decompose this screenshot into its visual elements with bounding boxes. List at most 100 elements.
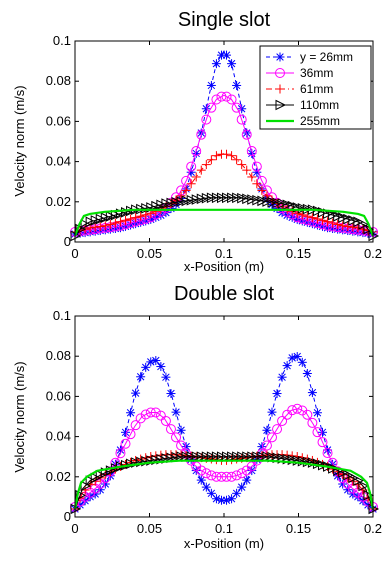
data-point: [85, 475, 97, 486]
legend-label: 255mm: [300, 114, 340, 128]
data-point: [222, 451, 233, 463]
data-point: [237, 482, 247, 492]
data-point: [176, 451, 188, 463]
data-point: [282, 361, 292, 371]
data-point: [186, 179, 196, 189]
data-point: [126, 408, 136, 418]
axis-ticks: 0 0.05 0.1 0.15 0.2 0 0.02 0.04 0.06 0.08 0.1: [46, 33, 382, 261]
y-tick-label: 0.1: [53, 33, 71, 48]
data-point: [211, 471, 222, 482]
data-point: [191, 148, 201, 158]
series-line: [74, 407, 374, 508]
data-point: [237, 192, 248, 204]
data-point: [247, 172, 257, 182]
series-line: [74, 355, 374, 510]
data-point: [206, 488, 216, 498]
x-tick-label: 0.05: [137, 246, 162, 261]
data-point: [242, 165, 252, 175]
data-point: [322, 448, 333, 459]
data-point: [171, 451, 183, 463]
data-point: [272, 424, 283, 435]
data-point: [155, 410, 166, 421]
data-point: [95, 213, 107, 225]
data-point: [90, 472, 102, 484]
y-axis-label: Velocity norm (m/s): [12, 361, 27, 472]
y-tick-label: 0.08: [46, 348, 71, 363]
data-point: [317, 215, 327, 225]
legend-label: 36mm: [300, 66, 333, 80]
data-point: [272, 389, 282, 399]
data-point: [358, 480, 370, 492]
legend: y = 26mm 36mm 61mm 110mm 255mm: [259, 45, 372, 130]
data-point: [297, 210, 307, 220]
data-point: [191, 194, 203, 205]
data-point: [353, 216, 364, 228]
data-point: [201, 482, 211, 492]
data-point: [247, 194, 258, 205]
legend-item: 110mm: [266, 98, 339, 112]
data-point: [181, 195, 193, 207]
data-point: [307, 213, 317, 223]
data-point: [236, 114, 247, 125]
data-point: [256, 175, 267, 186]
data-point: [232, 192, 243, 204]
data-point: [151, 200, 162, 212]
data-point: [227, 451, 238, 463]
data-point: [272, 197, 284, 209]
x-tick-label: 0: [71, 521, 78, 536]
data-point: [227, 59, 237, 69]
data-point: [343, 469, 354, 481]
x-tick-label: 0.15: [286, 521, 311, 536]
data-point: [171, 432, 182, 443]
data-point: [135, 413, 146, 424]
data-point: [242, 193, 253, 205]
data-point: [226, 471, 237, 482]
data-point: [333, 211, 344, 222]
data-point: [121, 459, 132, 471]
data-point: [186, 167, 196, 177]
data-point: [85, 216, 97, 228]
data-point: [160, 415, 171, 426]
data-point: [201, 468, 212, 479]
data-point: [140, 409, 151, 420]
data-point: [216, 91, 227, 102]
data-point: [328, 209, 339, 221]
data-point: [131, 388, 141, 398]
x-tick-label: 0.1: [215, 521, 233, 536]
data-point: [247, 451, 258, 463]
data-point: [232, 80, 242, 90]
data-point: [131, 213, 141, 223]
series-5: [73, 208, 375, 237]
axis-ticks: 0 0.05 0.1 0.15 0.2 0 0.02 0.04 0.06 0.08 0.1: [46, 308, 382, 536]
x-tick-label: 0.1: [215, 246, 233, 261]
data-point: [176, 196, 188, 207]
data-point: [292, 352, 302, 362]
data-point: [181, 185, 191, 195]
data-point: [353, 475, 364, 486]
legend-label: 110mm: [300, 98, 339, 112]
series-layer: [70, 50, 380, 242]
legend-label: 61mm: [300, 82, 333, 96]
y-tick-label: 0.04: [46, 429, 71, 444]
data-point: [110, 218, 120, 228]
data-point: [150, 407, 161, 418]
data-point: [338, 221, 348, 231]
data-point: [328, 463, 339, 474]
data-point: [287, 200, 299, 212]
data-point: [275, 52, 285, 62]
data-point: [358, 219, 370, 230]
data-point: [165, 424, 176, 435]
data-point: [186, 161, 197, 172]
data-point: [95, 222, 105, 232]
data-point: [186, 451, 198, 463]
series-layer: [70, 352, 380, 515]
data-point: [221, 91, 232, 102]
data-point: [236, 468, 247, 479]
data-point: [196, 451, 208, 463]
data-point: [171, 407, 181, 417]
data-point: [211, 59, 221, 69]
data-point: [201, 114, 212, 125]
data-point: [105, 211, 117, 222]
data-point: [156, 362, 166, 372]
